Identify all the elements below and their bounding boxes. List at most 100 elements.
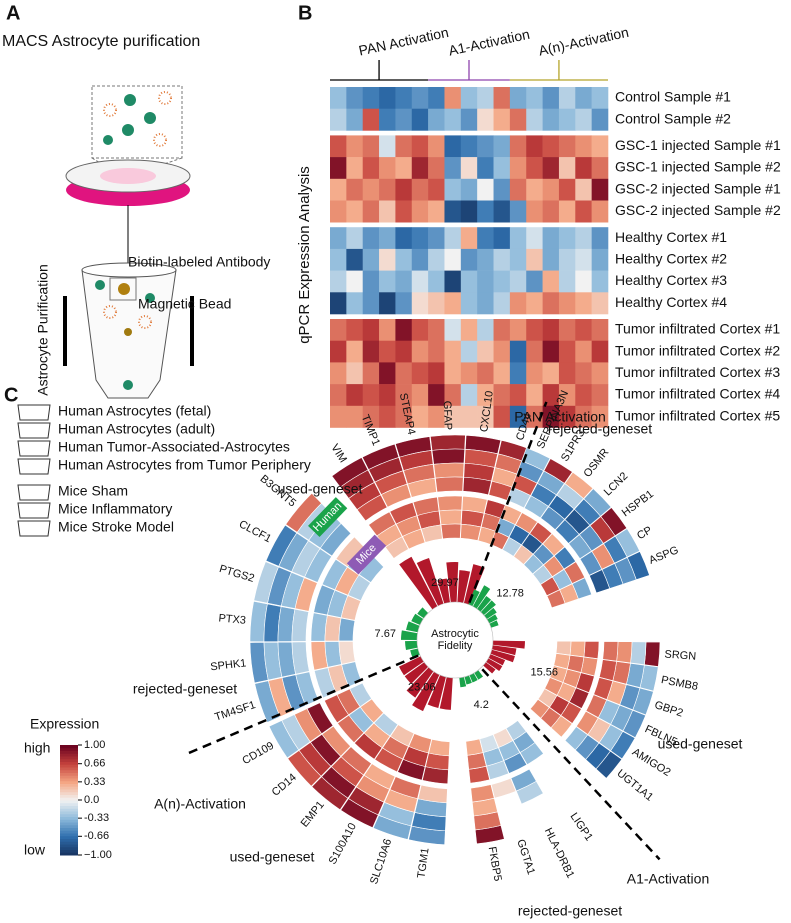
heat-cell bbox=[477, 362, 494, 385]
heat-cell bbox=[509, 384, 527, 407]
sector-total: 23.06 bbox=[408, 681, 436, 693]
heat-cell bbox=[395, 270, 413, 293]
sector-total: 12.78 bbox=[496, 588, 524, 600]
row-label: Tumor infiltrated Cortex #4 bbox=[615, 386, 780, 402]
fidelity-bar bbox=[437, 578, 450, 604]
heat-cell bbox=[411, 405, 429, 428]
sector-label: used-geneset bbox=[278, 481, 363, 497]
heat-cell bbox=[460, 135, 478, 158]
heat-cell bbox=[379, 340, 396, 363]
colorbar-segment bbox=[60, 844, 78, 848]
side-label: Astrocyte Purification bbox=[35, 264, 51, 396]
heat-cell bbox=[411, 340, 429, 363]
heat-cell bbox=[558, 362, 576, 385]
legend-label: Human Astrocytes from Tumor Periphery bbox=[58, 457, 311, 473]
fidelity-bar bbox=[411, 613, 424, 625]
heat-cell bbox=[575, 87, 592, 109]
heat-cell bbox=[411, 200, 429, 223]
ring-cell bbox=[569, 640, 586, 658]
heat-cell bbox=[558, 157, 576, 180]
heat-cell bbox=[591, 227, 609, 250]
heat-cell bbox=[493, 227, 511, 250]
gene-label: PTX3 bbox=[218, 612, 246, 626]
heat-cell bbox=[444, 178, 462, 201]
heat-cell bbox=[526, 200, 543, 223]
gene-label: LIGP1 bbox=[568, 811, 595, 844]
heat-cell bbox=[460, 227, 478, 250]
fidelity-bar bbox=[491, 645, 517, 656]
ring-cell bbox=[616, 641, 633, 664]
heat-cell bbox=[379, 270, 396, 293]
heat-cell bbox=[477, 319, 494, 341]
heat-cell bbox=[509, 270, 527, 293]
colorbar-segment bbox=[60, 780, 78, 784]
panel-title: MACS Astrocyte purification bbox=[2, 33, 200, 50]
heat-cell bbox=[444, 405, 462, 428]
colorbar-segment bbox=[60, 764, 78, 768]
heat-cell bbox=[428, 108, 445, 131]
colorbar-segment bbox=[60, 758, 78, 762]
heat-cell bbox=[526, 384, 543, 407]
heat-cell bbox=[362, 292, 380, 315]
heat-cell bbox=[477, 87, 494, 109]
activation-line bbox=[481, 668, 661, 861]
heat-cell bbox=[542, 157, 560, 180]
gene-label: SPHK1 bbox=[210, 657, 247, 673]
heat-cell bbox=[460, 200, 478, 223]
colorbar-tick-label: -0.33 bbox=[84, 812, 109, 824]
colorbar-tick-label: 0.0 bbox=[84, 794, 99, 806]
gene-label: CP bbox=[635, 524, 654, 542]
heat-cell bbox=[460, 384, 478, 407]
sector-total: 29.97 bbox=[431, 577, 459, 589]
heat-cell bbox=[575, 405, 592, 428]
colorbar-segment bbox=[60, 846, 78, 850]
colorbar-segment bbox=[60, 794, 78, 798]
heat-cell bbox=[428, 384, 445, 407]
heat-cell bbox=[411, 108, 429, 131]
gene-label: PSMB8 bbox=[660, 674, 699, 693]
ring-group-tag bbox=[308, 497, 348, 537]
heat-cell bbox=[444, 319, 462, 341]
heat-cell bbox=[558, 87, 576, 109]
heat-cell bbox=[395, 108, 413, 131]
heat-cell bbox=[362, 405, 380, 428]
fidelity-bar bbox=[404, 662, 429, 684]
row-label: GSC-1 injected Sample #1 bbox=[615, 137, 781, 153]
heat-cell bbox=[509, 292, 527, 315]
colorbar-tick-label: 0.33 bbox=[84, 776, 105, 788]
gene-label: LCN2 bbox=[602, 470, 631, 498]
heat-cell bbox=[509, 248, 527, 271]
gene-label: TGM1 bbox=[415, 847, 431, 879]
ring-cell bbox=[490, 777, 517, 799]
heat-cell bbox=[493, 135, 511, 158]
row-label: Tumor infiltrated Cortex #5 bbox=[615, 407, 780, 423]
heat-cell bbox=[477, 340, 494, 363]
ring-cell bbox=[523, 495, 549, 519]
ring-cell bbox=[402, 528, 426, 550]
heat-cell bbox=[411, 319, 429, 341]
heat-cell bbox=[558, 108, 576, 131]
row-label: Control Sample #1 bbox=[615, 89, 731, 105]
heat-cell bbox=[379, 248, 396, 271]
colorbar-high: high bbox=[24, 740, 50, 756]
heat-cell bbox=[379, 157, 396, 180]
ring-cell bbox=[575, 710, 599, 735]
heat-cell bbox=[444, 200, 462, 223]
heat-cell bbox=[428, 270, 445, 293]
heat-cell bbox=[526, 178, 543, 201]
gene-label: HSPB1 bbox=[620, 488, 656, 519]
fidelity-baseline bbox=[416, 601, 494, 679]
ring-cell bbox=[380, 483, 412, 508]
zoom-box bbox=[91, 85, 183, 159]
heat-cell bbox=[460, 340, 478, 363]
colorbar-segment bbox=[60, 750, 78, 754]
heat-cell bbox=[542, 319, 560, 341]
ring-cell bbox=[384, 536, 409, 559]
heat-cell bbox=[509, 157, 527, 180]
heat-cell bbox=[526, 108, 543, 131]
ring-cell bbox=[373, 712, 399, 737]
colorbar-segment bbox=[60, 767, 78, 771]
legend-label: Mice Inflammatory bbox=[58, 501, 172, 517]
ring-cell bbox=[579, 550, 603, 576]
